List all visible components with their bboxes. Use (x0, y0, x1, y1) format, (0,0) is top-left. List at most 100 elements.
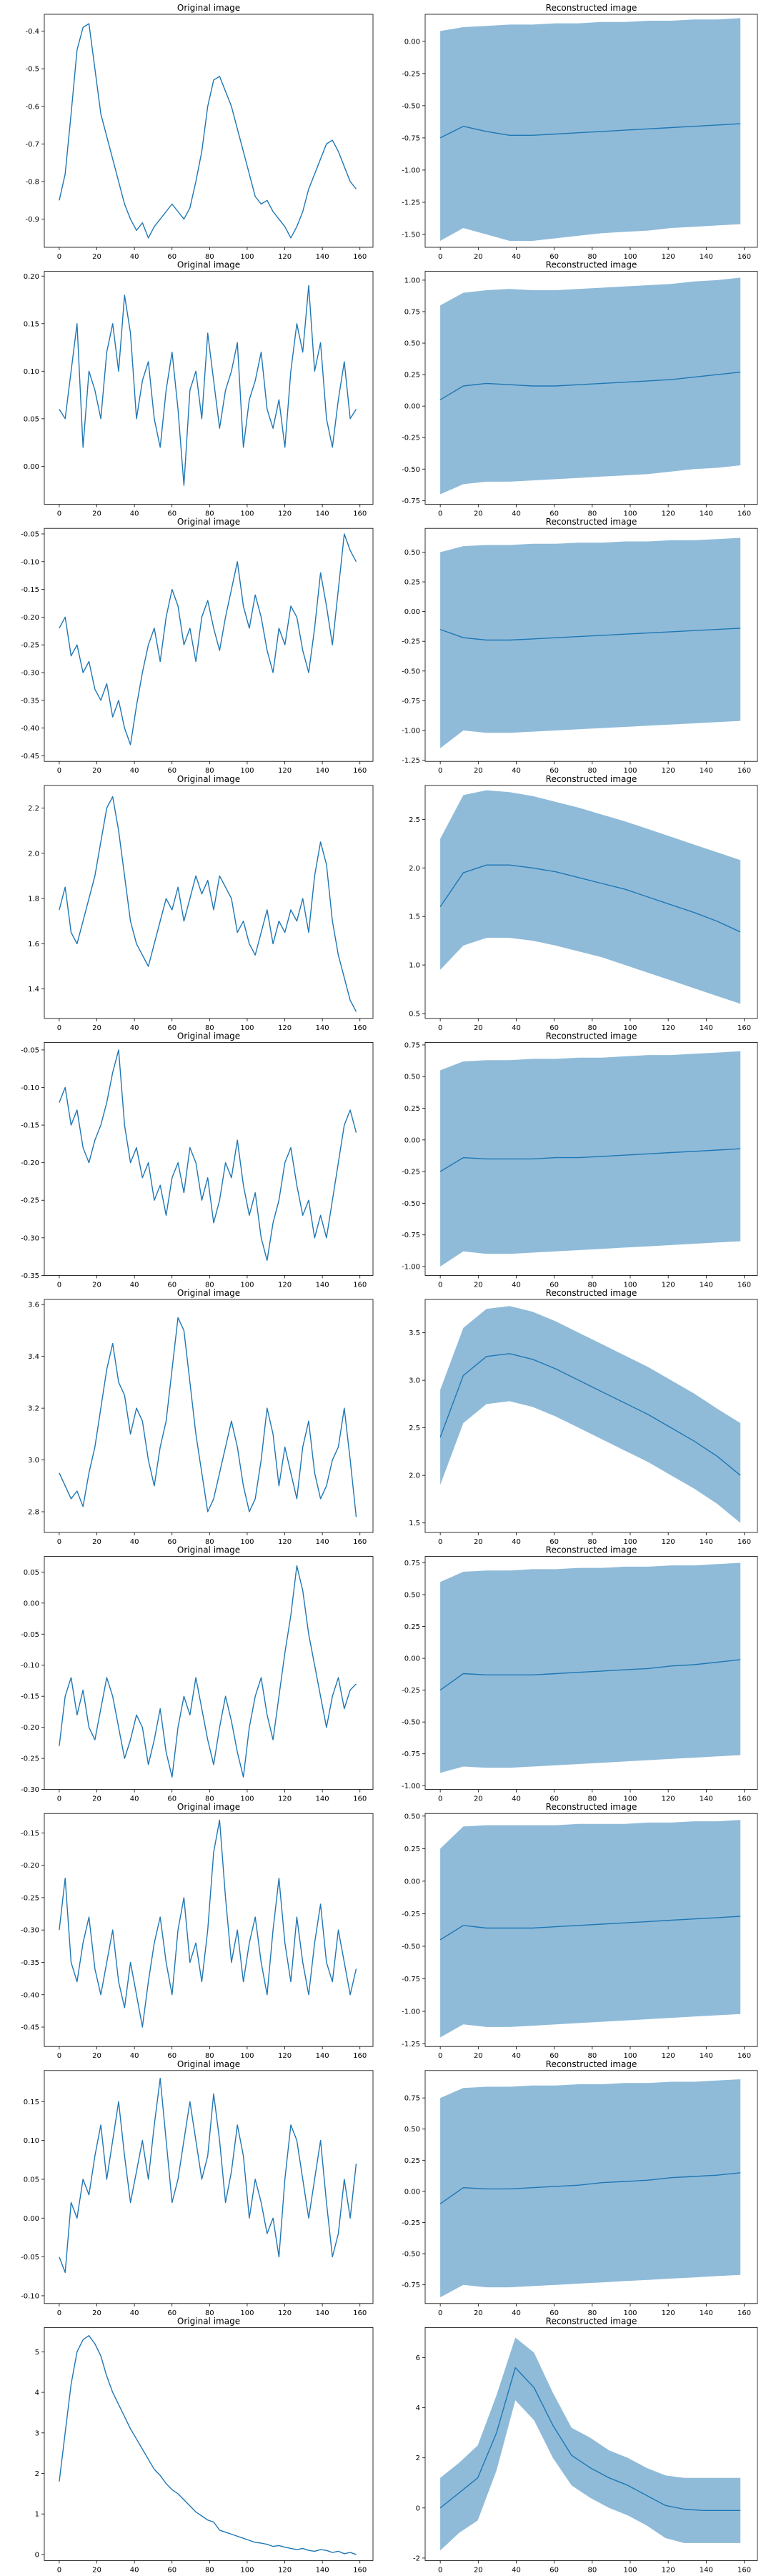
axes-frame (424, 14, 758, 248)
x-tick-label: 40 (512, 767, 521, 775)
y-tick-label: 1.8 (28, 896, 39, 903)
y-tick-label: 0.50 (404, 1074, 420, 1081)
y-tick-label: -0.35 (21, 1959, 39, 1967)
x-tick-label: 140 (700, 767, 713, 775)
x-tick-label: 0 (57, 1795, 61, 1803)
x-tick-label: 80 (587, 1795, 597, 1803)
y-tick-label: -0.20 (21, 1862, 39, 1870)
series-line (59, 2334, 357, 2555)
x-tick-label: 160 (737, 1538, 751, 1546)
panel-9-original: Original image 0 20 40 60 80 100 120 140 160 -0.10… (21, 2059, 374, 2317)
panel-title: Reconstructed image (546, 1545, 637, 1555)
x-tick-label: 160 (353, 1281, 367, 1289)
y-tick-label: 0 (35, 2551, 39, 2559)
y-tick-label: 0.00 (24, 2215, 39, 2223)
x-tick-label: 20 (474, 2309, 483, 2317)
x-tick-label: 40 (130, 1024, 139, 1032)
panel-4-original: Original image 0 20 40 60 80 100 120 140 160 1.4 1.… (28, 774, 374, 1032)
y-tick-label: 0.50 (404, 340, 420, 348)
y-tick-label: 0.75 (404, 1041, 420, 1049)
x-tick-label: 20 (92, 1024, 101, 1032)
mean-line (439, 864, 741, 933)
panel-title: Original image (177, 3, 240, 13)
y-tick-label: 1 (35, 2511, 39, 2519)
x-tick-label: 60 (167, 767, 176, 775)
axes-frame (44, 1556, 374, 1790)
x-tick-label: 100 (623, 2309, 637, 2317)
y-tick-label: 1.4 (28, 986, 39, 994)
y-tick-label: -0.50 (402, 1200, 420, 1208)
x-tick-label: 80 (587, 2566, 597, 2574)
x-tick-label: 60 (549, 1024, 559, 1032)
x-tick-label: 100 (240, 253, 254, 261)
series-line (59, 533, 357, 745)
x-tick-label: 0 (57, 253, 61, 261)
y-tick-label: 3.0 (28, 1457, 39, 1465)
y-tick-label: 0.00 (404, 2188, 420, 2196)
x-tick-label: 40 (512, 1795, 521, 1803)
x-tick-label: 140 (700, 2052, 713, 2060)
x-tick-label: 80 (205, 2052, 214, 2060)
x-tick-label: 140 (316, 1538, 329, 1546)
y-tick-label: -1.00 (402, 727, 420, 735)
y-tick-label: 3.2 (28, 1405, 39, 1413)
axes-frame (44, 271, 374, 505)
x-tick-label: 20 (474, 253, 483, 261)
x-tick-label: 140 (316, 1024, 329, 1032)
x-tick-label: 100 (623, 1795, 637, 1803)
x-tick-label: 140 (316, 2052, 329, 2060)
x-tick-label: 40 (512, 2309, 521, 2317)
confidence-band (440, 538, 741, 748)
x-tick-label: 80 (587, 1024, 597, 1032)
x-tick-label: 60 (549, 2566, 559, 2574)
x-tick-label: 60 (549, 2309, 559, 2317)
x-tick-label: 120 (278, 253, 292, 261)
y-tick-label: -0.8 (25, 178, 39, 186)
y-tick-label: -1.00 (402, 167, 420, 174)
y-tick-label: 3.5 (409, 1329, 420, 1337)
y-tick-label: -0.7 (25, 141, 39, 149)
panel-title: Reconstructed image (546, 2059, 637, 2069)
axes-frame (44, 1042, 374, 1276)
x-tick-label: 60 (167, 1795, 176, 1803)
x-tick-label: 120 (662, 1795, 675, 1803)
x-tick-label: 160 (737, 1281, 751, 1289)
axes-frame (424, 1556, 758, 1790)
y-tick-label: 0.00 (24, 1600, 39, 1607)
axes-frame (424, 527, 758, 762)
y-tick-label: -0.25 (21, 1755, 39, 1763)
mean-line (439, 1148, 741, 1172)
x-tick-label: 0 (57, 2309, 61, 2317)
axes-frame (44, 2070, 374, 2304)
y-tick-label: -0.40 (21, 1991, 39, 1999)
x-tick-label: 60 (549, 1281, 559, 1289)
x-tick-label: 60 (167, 1538, 176, 1546)
x-tick-label: 0 (438, 2052, 442, 2060)
x-tick-label: 140 (700, 1024, 713, 1032)
x-tick-label: 120 (662, 1538, 675, 1546)
panel-title: Original image (177, 2059, 240, 2069)
mean-line (439, 628, 741, 641)
y-tick-label: -0.50 (402, 1943, 420, 1951)
y-tick-label: -0.20 (21, 614, 39, 622)
x-tick-label: 60 (549, 1538, 559, 1546)
axes-frame (424, 2327, 758, 2561)
y-tick-label: -0.50 (402, 1719, 420, 1727)
x-tick-label: 80 (587, 1538, 597, 1546)
series-line (59, 1317, 357, 1517)
x-tick-label: 140 (316, 1281, 329, 1289)
y-tick-label: 0.00 (404, 608, 420, 616)
x-tick-label: 120 (278, 510, 292, 518)
axes-frame (44, 1813, 374, 2047)
y-tick-label: -0.25 (402, 1911, 420, 1918)
y-tick-label: -2 (413, 2555, 420, 2562)
y-tick-label: -0.75 (402, 497, 420, 505)
y-tick-label: 0 (416, 2505, 420, 2512)
confidence-band (440, 18, 741, 242)
x-tick-label: 80 (587, 1281, 597, 1289)
x-tick-label: 160 (353, 253, 367, 261)
y-tick-label: -0.05 (21, 1046, 39, 1054)
x-tick-label: 20 (92, 2052, 101, 2060)
series-line (59, 1819, 357, 2028)
x-tick-label: 100 (240, 1024, 254, 1032)
